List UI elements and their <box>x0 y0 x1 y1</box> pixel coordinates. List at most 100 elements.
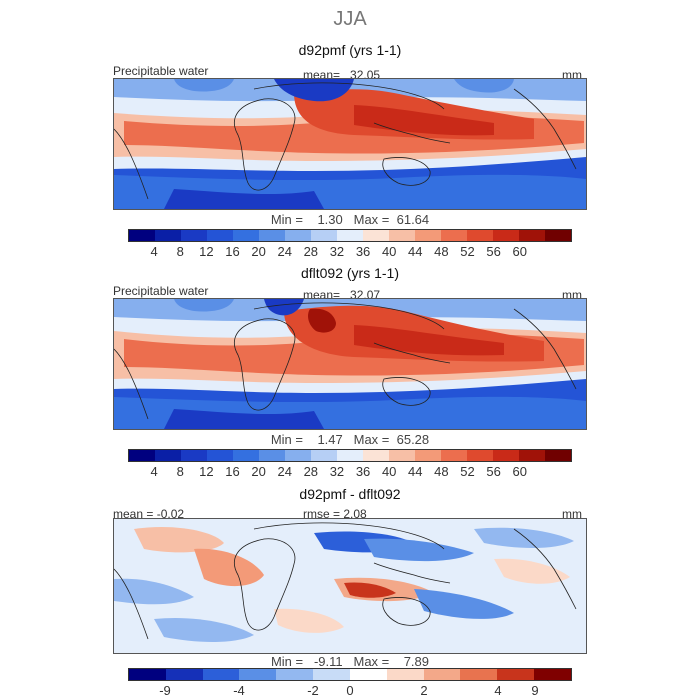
panel-2-variable-label: Precipitable water <box>113 284 209 298</box>
panel-2-field <box>114 299 586 429</box>
colorbar-tick-label: 28 <box>303 464 319 479</box>
colorbar-tick-label: 56 <box>486 464 501 479</box>
colorbar-tick-label: 56 <box>486 244 501 259</box>
panel-3-map <box>113 518 587 654</box>
panel-3-colorbar <box>128 668 572 681</box>
colorbar-swatch <box>534 669 571 680</box>
panel-1-title: d92pmf (yrs 1-1) <box>298 42 402 58</box>
colorbar-tick-label: 44 <box>408 464 423 479</box>
panel-1-field <box>114 79 586 209</box>
colorbar-tick-label: 36 <box>355 464 371 479</box>
colorbar-swatch <box>129 669 166 680</box>
colorbar-swatch <box>519 230 545 241</box>
colorbar-swatch <box>415 450 441 461</box>
colorbar-swatch <box>155 450 181 461</box>
panel-2-title: dflt092 (yrs 1-1) <box>300 265 400 281</box>
colorbar-swatch <box>545 450 571 461</box>
colorbar-swatch <box>460 669 498 680</box>
colorbar-swatch <box>259 450 285 461</box>
colorbar-tick-label: -2 <box>307 683 319 698</box>
panel-2-map <box>113 298 587 430</box>
colorbar-tick-label: 60 <box>512 464 527 479</box>
colorbar-tick-label: 32 <box>329 244 345 259</box>
colorbar-tick-label: 16 <box>225 464 240 479</box>
colorbar-swatch <box>337 230 363 241</box>
panel-2-colorbar <box>128 449 572 462</box>
colorbar-tick-label: 28 <box>303 244 319 259</box>
colorbar-tick-label: 20 <box>251 244 266 259</box>
colorbar-tick-label: 48 <box>434 244 449 259</box>
colorbar-swatch <box>545 230 571 241</box>
colorbar-tick-label: 36 <box>355 244 371 259</box>
colorbar-tick-label: 12 <box>199 464 214 479</box>
colorbar-tick-label: 24 <box>277 244 292 259</box>
colorbar-tick-label: 4 <box>494 683 502 698</box>
colorbar-swatch <box>259 230 285 241</box>
colorbar-swatch <box>129 450 155 461</box>
colorbar-swatch <box>386 669 424 680</box>
panel-3-title: d92pmf - dflt092 <box>299 486 401 502</box>
colorbar-swatch <box>415 230 441 241</box>
colorbar-tick-label: 16 <box>225 244 240 259</box>
colorbar-swatch <box>389 450 415 461</box>
panel-1-minmax: Min = 1.30 Max = 61.64 <box>270 212 430 227</box>
colorbar-swatch <box>181 450 207 461</box>
colorbar-tick-label: 48 <box>434 464 449 479</box>
colorbar-tick-label: 2 <box>420 683 428 698</box>
colorbar-swatch <box>202 669 240 680</box>
colorbar-tick-label: 4 <box>150 464 158 479</box>
colorbar-tick-label: 40 <box>381 464 397 479</box>
colorbar-swatch <box>233 230 259 241</box>
colorbar-swatch <box>276 669 314 680</box>
colorbar-swatch <box>519 450 545 461</box>
panel-3-mean: mean = -0.02 <box>113 507 185 521</box>
colorbar-swatch <box>349 669 387 680</box>
colorbar-tick-label: 52 <box>460 464 475 479</box>
colorbar-swatch <box>311 450 337 461</box>
colorbar-swatch <box>313 669 350 680</box>
colorbar-tick-label: -9 <box>159 683 171 698</box>
panel-1-variable-label: Precipitable water <box>113 64 209 78</box>
colorbar-swatch <box>129 230 155 241</box>
colorbar-swatch <box>467 230 493 241</box>
colorbar-swatch <box>207 230 233 241</box>
colorbar-tick-label: 24 <box>277 464 292 479</box>
colorbar-swatch <box>337 450 363 461</box>
colorbar-swatch <box>311 230 337 241</box>
colorbar-tick-label: -4 <box>233 683 245 698</box>
colorbar-swatch <box>493 230 519 241</box>
panel-3-field <box>114 519 586 653</box>
colorbar-swatch <box>363 230 389 241</box>
colorbar-swatch <box>497 669 535 680</box>
figure-title: JJA <box>333 8 367 30</box>
colorbar-swatch <box>363 450 389 461</box>
panel-1-map <box>113 78 587 210</box>
colorbar-tick-label: 44 <box>408 244 423 259</box>
panel-3-units: mm <box>562 507 582 521</box>
colorbar-swatch <box>423 669 461 680</box>
colorbar-swatch <box>285 450 311 461</box>
colorbar-swatch <box>155 230 181 241</box>
colorbar-swatch <box>233 450 259 461</box>
colorbar-tick-label: 0 <box>346 683 354 698</box>
colorbar-swatch <box>285 230 311 241</box>
panel-3-rmse: rmse = 2.08 <box>303 507 367 521</box>
colorbar-swatch <box>389 230 415 241</box>
colorbar-swatch <box>441 450 467 461</box>
colorbar-tick-label: 9 <box>531 683 539 698</box>
panel-3-minmax: Min = -9.11 Max = 7.89 <box>270 654 430 669</box>
colorbar-swatch <box>441 230 467 241</box>
colorbar-swatch <box>181 230 207 241</box>
colorbar-tick-label: 8 <box>176 464 184 479</box>
colorbar-swatch <box>207 450 233 461</box>
colorbar-tick-label: 4 <box>150 244 158 259</box>
colorbar-tick-label: 40 <box>381 244 397 259</box>
colorbar-swatch <box>467 450 493 461</box>
colorbar-tick-label: 20 <box>251 464 266 479</box>
colorbar-tick-label: 12 <box>199 244 214 259</box>
colorbar-swatch <box>165 669 203 680</box>
panel-1-colorbar <box>128 229 572 242</box>
colorbar-tick-label: 32 <box>329 464 345 479</box>
colorbar-tick-label: 52 <box>460 244 475 259</box>
colorbar-swatch <box>493 450 519 461</box>
